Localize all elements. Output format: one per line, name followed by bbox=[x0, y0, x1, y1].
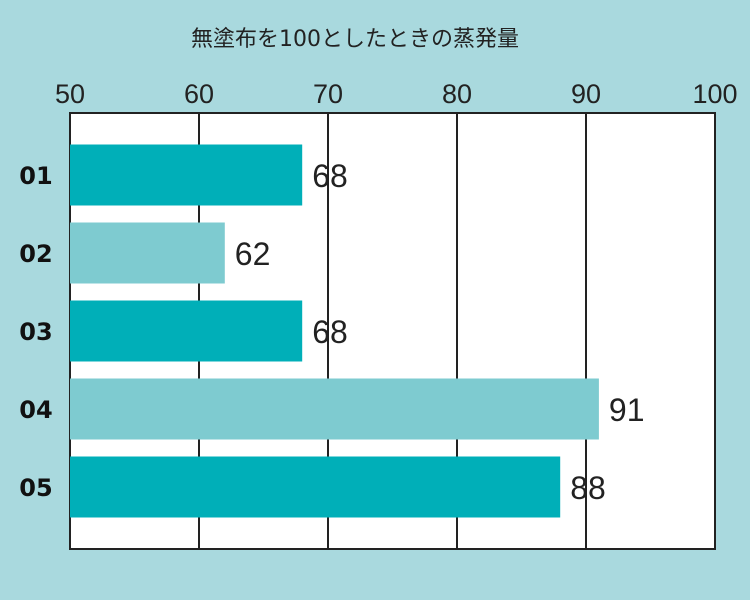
x-tick-label: 100 bbox=[692, 79, 737, 109]
data-label: 88 bbox=[570, 470, 606, 506]
data-label: 68 bbox=[312, 314, 348, 350]
x-tick-label: 70 bbox=[313, 79, 343, 109]
bar-03 bbox=[70, 300, 303, 362]
x-tick-label: 90 bbox=[571, 79, 601, 109]
chart-title: 無塗布を100としたときの蒸発量 bbox=[191, 27, 519, 52]
category-label: 01 bbox=[19, 162, 52, 190]
y-axis-categories: 01 02 03 04 05 bbox=[19, 162, 52, 502]
data-label: 91 bbox=[609, 392, 645, 428]
x-tick-label: 50 bbox=[55, 79, 85, 109]
category-label: 04 bbox=[19, 396, 52, 424]
x-tick-label: 80 bbox=[442, 79, 472, 109]
x-axis-ticks: 50 60 70 80 90 100 bbox=[55, 79, 738, 109]
category-label: 02 bbox=[19, 240, 52, 268]
data-labels: 68 62 68 91 88 bbox=[235, 158, 645, 506]
category-label: 05 bbox=[19, 474, 52, 502]
data-label: 62 bbox=[235, 236, 271, 272]
bar-01 bbox=[70, 144, 303, 206]
bar-02 bbox=[70, 222, 225, 284]
category-label: 03 bbox=[19, 318, 52, 346]
bar-04 bbox=[70, 378, 599, 440]
bar-05 bbox=[70, 456, 561, 518]
x-tick-label: 60 bbox=[184, 79, 214, 109]
bars bbox=[70, 144, 599, 518]
data-label: 68 bbox=[312, 158, 348, 194]
